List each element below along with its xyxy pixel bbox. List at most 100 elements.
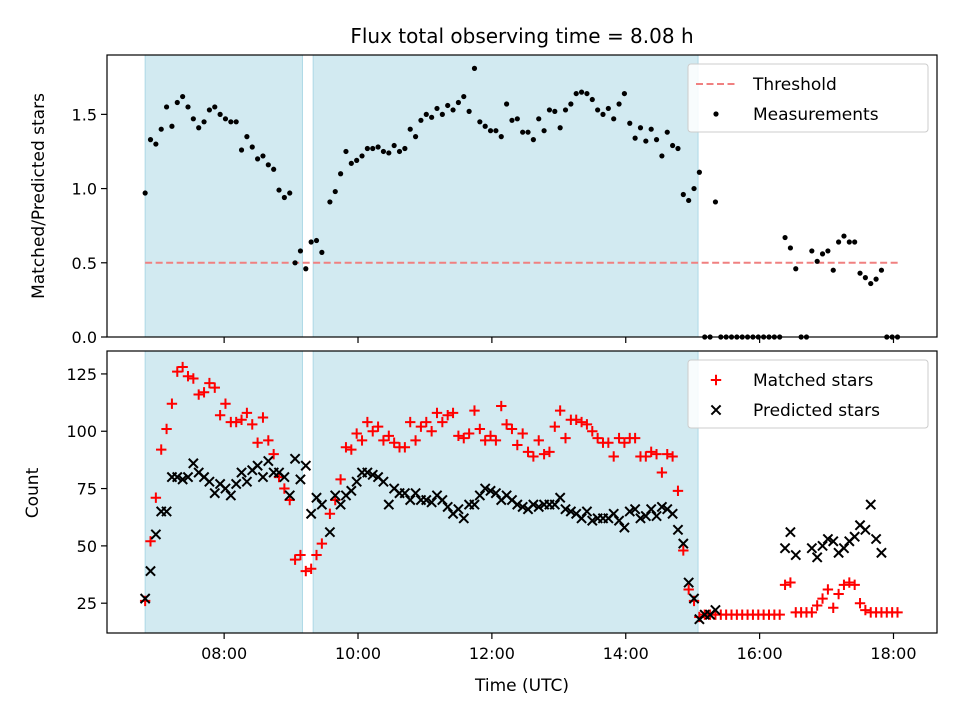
matched-stars-point: [289, 554, 301, 565]
matched-stars-point: [785, 577, 796, 588]
y-tick-label: 75: [77, 480, 97, 499]
measurement-point: [153, 141, 159, 147]
measurement-point: [578, 89, 585, 95]
predicted-stars-point: [241, 476, 253, 487]
measurement-point: [514, 116, 520, 122]
measurement-point: [319, 249, 325, 255]
measurement-point: [265, 162, 271, 168]
measurement-point: [712, 199, 719, 205]
measurement-point: [600, 111, 606, 117]
matched-stars-point: [340, 442, 352, 453]
predicted-stars-point: [870, 533, 882, 545]
measurement-point: [327, 199, 333, 205]
predicted-stars-point: [410, 487, 421, 499]
measurement-point: [557, 125, 563, 131]
measurement-point: [308, 239, 314, 245]
measurement-point: [809, 248, 815, 254]
measurement-point: [841, 233, 847, 239]
matched-stars-point: [576, 416, 587, 428]
measurement-point: [466, 108, 472, 114]
measurement-point: [180, 93, 186, 100]
predicted-stars-point: [399, 487, 411, 499]
predicted-stars-point: [528, 499, 539, 510]
predicted-stars-point: [204, 476, 215, 487]
measurement-point: [212, 104, 218, 110]
measurement-point: [396, 148, 403, 155]
y-tick-label: 50: [77, 537, 97, 556]
measurement-point: [643, 138, 649, 144]
matched-stars-point: [346, 444, 357, 455]
measurement-point: [402, 145, 408, 152]
measurement-point: [276, 187, 282, 193]
matched-stars-point: [268, 448, 279, 460]
measurement-point: [407, 126, 413, 132]
shaded-interval: [144, 350, 303, 634]
matched-stars-point: [383, 430, 394, 442]
predicted-stars-point: [629, 503, 641, 515]
predicted-stars-point: [613, 515, 625, 526]
predicted-stars-point: [586, 515, 598, 526]
predicted-stars-point: [209, 487, 221, 499]
bottom-y-axis-label: Count: [23, 467, 43, 518]
predicted-stars-point: [257, 471, 269, 483]
measurement-point: [546, 107, 553, 113]
legend-label: Measurements: [753, 105, 879, 125]
legend-box: [687, 359, 929, 429]
measurement-point: [217, 111, 223, 117]
measurement-point: [552, 108, 558, 114]
matched-stars-point: [544, 446, 555, 458]
measurement-point: [338, 171, 344, 177]
matched-stars-point: [188, 373, 199, 384]
matched-stars-point: [463, 428, 475, 439]
measurement-point: [380, 148, 387, 155]
measurement-point: [498, 134, 504, 140]
measurement-point: [332, 188, 338, 195]
predicted-stars-point: [785, 526, 796, 538]
matched-stars-point: [236, 414, 247, 425]
predicted-stars-point: [667, 508, 678, 520]
x-tick-label: 10:00: [335, 644, 381, 663]
matched-stars-point: [774, 609, 785, 620]
predicted-stars-point: [230, 478, 242, 490]
predicted-stars-point: [533, 501, 545, 513]
predicted-stars-point: [838, 542, 850, 554]
x-tick-label: 16:00: [737, 644, 783, 663]
matched-stars-point: [533, 435, 544, 446]
shaded-interval: [312, 54, 699, 338]
legend-predicted-swatch: [710, 404, 722, 416]
matched-stars-point: [150, 492, 162, 503]
matched-stars-point: [645, 446, 657, 458]
matched-stars-point: [479, 435, 491, 446]
measurement-point: [680, 191, 686, 198]
predicted-stars-point: [346, 485, 357, 497]
matched-stars-point: [683, 584, 694, 595]
matched-stars-point: [838, 579, 850, 591]
predicted-stars-point: [576, 513, 587, 524]
predicted-stars-point: [790, 549, 802, 561]
measurement-point: [873, 276, 879, 282]
predicted-stars-point: [619, 522, 630, 533]
matched-stars-point: [619, 437, 630, 448]
measurement-point: [222, 116, 229, 122]
matched-stars-point: [560, 432, 571, 444]
measurement-point: [675, 145, 681, 152]
measurement-point: [584, 90, 590, 97]
top-y-axis-label: Matched/Predicted stars: [29, 93, 49, 299]
measurement-point: [423, 111, 429, 117]
predicted-stars-point: [295, 474, 306, 485]
matched-stars-point: [209, 382, 220, 393]
matched-stars-point: [214, 409, 226, 421]
predicted-stars-point: [849, 531, 860, 543]
measurement-point: [163, 104, 170, 110]
measurement-point: [244, 134, 250, 140]
predicted-stars-point: [426, 497, 437, 508]
measurement-point: [249, 144, 255, 150]
matched-stars-point: [528, 451, 539, 462]
x-axis-label: Time (UTC): [474, 676, 569, 696]
predicted-stars-point: [490, 487, 502, 499]
measurement-point: [418, 117, 424, 123]
measurement-point: [260, 153, 266, 159]
measurement-point: [461, 93, 467, 100]
matched-stars-point: [204, 377, 215, 389]
matched-stars-point: [485, 430, 496, 442]
